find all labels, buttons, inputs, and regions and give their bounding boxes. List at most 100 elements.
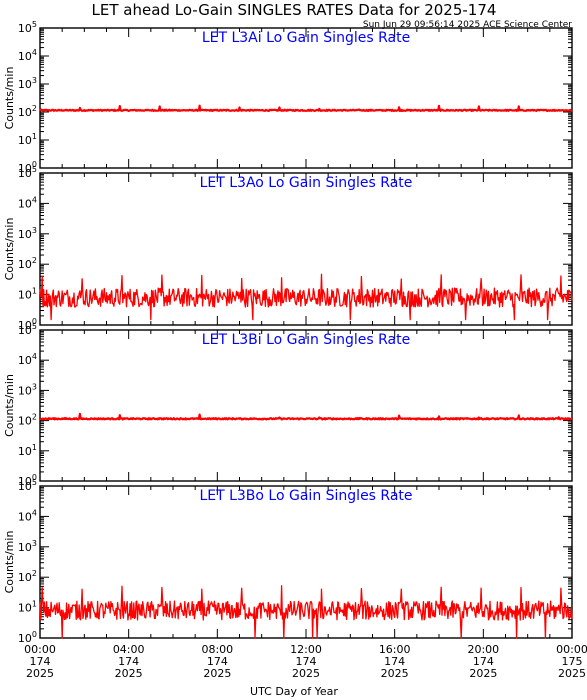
x-axis: 00:00174202504:00174202508:00174202512:0…: [24, 643, 587, 680]
y-tick-base: 10: [18, 162, 32, 175]
y-tick-exponent: 0: [32, 473, 37, 482]
series-line: [39, 585, 573, 639]
y-tick-exponent: 3: [32, 226, 37, 235]
y-tick-base: 10: [18, 510, 32, 523]
panel-title: LET L3Ai Lo Gain Singles Rate: [202, 30, 410, 46]
panel-title: LET L3Ao Lo Gain Singles Rate: [200, 175, 413, 191]
y-tick-label: 101: [18, 132, 37, 147]
y-tick-label: 100: [18, 473, 37, 488]
y-tick-label: 100: [18, 317, 37, 332]
y-tick-base: 10: [18, 106, 32, 119]
y-axis-label: Counts/min: [3, 374, 16, 437]
y-tick-exponent: 2: [32, 413, 37, 422]
y-tick-exponent: 0: [32, 160, 37, 169]
y-tick-exponent: 1: [32, 132, 37, 141]
timestamp: Sun Jun 29 09:56:14 2025 ACE Science Cen…: [363, 20, 572, 30]
x-tick-time: 00:00: [556, 643, 587, 656]
x-tick-doy: 174: [30, 655, 51, 668]
x-axis-label: UTC Day of Year: [250, 685, 338, 698]
y-tick-base: 10: [18, 50, 32, 63]
x-tick-doy: 174: [384, 655, 405, 668]
y-tick-base: 10: [18, 167, 32, 180]
x-tick-year: 2025: [558, 667, 586, 680]
y-tick-exponent: 4: [32, 48, 37, 57]
x-tick-time: 08:00: [201, 643, 233, 656]
y-tick-label: 102: [18, 256, 37, 271]
x-tick-doy: 174: [207, 655, 228, 668]
y-tick-label: 105: [18, 322, 37, 337]
y-tick-base: 10: [18, 78, 32, 91]
y-tick-base: 10: [18, 475, 32, 488]
y-tick-label: 105: [18, 478, 37, 493]
x-tick-year: 2025: [203, 667, 231, 680]
figure-title: LET ahead Lo-Gain SINGLES RATES Data for…: [92, 1, 497, 19]
x-tick-time: 12:00: [290, 643, 322, 656]
y-tick-exponent: 5: [32, 322, 37, 331]
x-tick-time: 20:00: [467, 643, 499, 656]
y-tick-exponent: 2: [32, 256, 37, 265]
x-tick-doy: 174: [296, 655, 317, 668]
y-tick-base: 10: [18, 134, 32, 147]
series-line: [39, 273, 573, 321]
y-tick-label: 103: [18, 539, 37, 554]
y-tick-label: 103: [18, 226, 37, 241]
y-tick-exponent: 5: [32, 20, 37, 29]
y-tick-exponent: 2: [32, 569, 37, 578]
y-tick-label: 101: [18, 443, 37, 458]
plot-frame: [39, 329, 573, 482]
y-tick-base: 10: [18, 354, 32, 367]
y-axis-label: Counts/min: [3, 218, 16, 281]
y-tick-label: 102: [18, 569, 37, 584]
y-tick-exponent: 1: [32, 443, 37, 452]
y-tick-base: 10: [18, 415, 32, 428]
y-tick-label: 104: [18, 508, 37, 523]
y-tick-base: 10: [18, 319, 32, 332]
y-tick-label: 101: [18, 600, 37, 615]
y-tick-exponent: 1: [32, 600, 37, 609]
y-tick-label: 100: [18, 630, 37, 645]
panel-title: LET L3Bi Lo Gain Singles Rate: [202, 332, 410, 348]
y-tick-base: 10: [18, 445, 32, 458]
x-tick-year: 2025: [26, 667, 54, 680]
y-tick-exponent: 5: [32, 478, 37, 487]
x-tick-doy: 175: [562, 655, 583, 668]
y-tick-label: 102: [18, 104, 37, 119]
y-tick-label: 103: [18, 382, 37, 397]
y-tick-base: 10: [18, 228, 32, 241]
y-tick-exponent: 3: [32, 382, 37, 391]
x-tick-year: 2025: [115, 667, 143, 680]
y-tick-base: 10: [18, 632, 32, 645]
x-tick-doy: 174: [473, 655, 494, 668]
x-tick-year: 2025: [469, 667, 497, 680]
y-tick-exponent: 4: [32, 352, 37, 361]
x-tick-time: 04:00: [113, 643, 145, 656]
y-tick-base: 10: [18, 324, 32, 337]
y-axis-label: Counts/min: [3, 67, 16, 130]
y-tick-label: 100: [18, 160, 37, 175]
y-tick-base: 10: [18, 258, 32, 271]
y-tick-base: 10: [18, 480, 32, 493]
y-tick-exponent: 1: [32, 287, 37, 296]
panel-title: LET L3Bo Lo Gain Singles Rate: [199, 488, 412, 504]
y-tick-base: 10: [18, 602, 32, 615]
y-tick-exponent: 5: [32, 165, 37, 174]
series-line: [39, 412, 573, 421]
y-tick-label: 103: [18, 76, 37, 91]
y-tick-label: 101: [18, 287, 37, 302]
y-tick-label: 102: [18, 413, 37, 428]
y-tick-label: 105: [18, 165, 37, 180]
y-tick-base: 10: [18, 197, 32, 210]
y-tick-exponent: 3: [32, 539, 37, 548]
y-axis-label: Counts/min: [3, 531, 16, 594]
